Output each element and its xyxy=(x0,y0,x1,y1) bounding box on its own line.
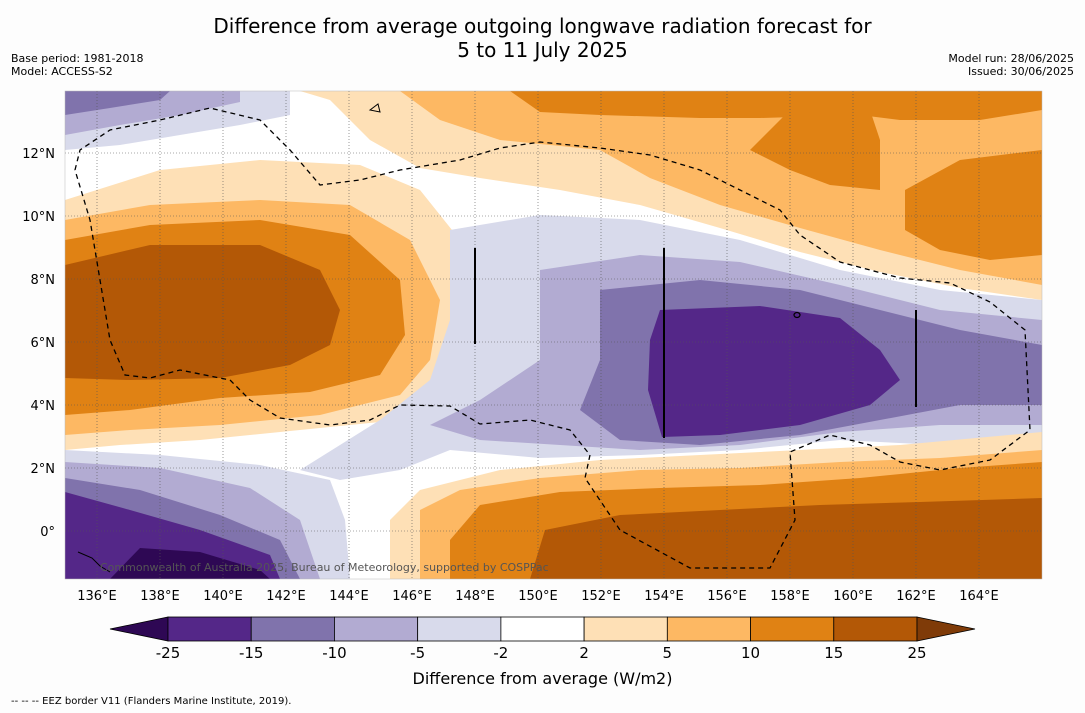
colorbar-min-extension xyxy=(109,616,169,642)
island-outline xyxy=(368,103,381,113)
latitude-label: 8°N xyxy=(31,273,56,288)
title-line-1: Difference from average outgoing longwav… xyxy=(213,14,872,38)
longitude-label: 136°E xyxy=(77,589,117,604)
latitude-label: 4°N xyxy=(31,399,56,414)
colorbar-tick-label: 2 xyxy=(579,644,589,662)
colorbar-tick-label: -5 xyxy=(410,644,425,662)
issued-text: Issued: 30/06/2025 xyxy=(967,65,1074,78)
colorbar-swatch xyxy=(167,616,252,642)
longitude-labels: 136°E 138°E 140°E 142°E 144°E 146°E 148°E 150°E… xyxy=(77,589,999,604)
negative-anomaly-center-very-strong xyxy=(648,306,900,437)
eez-border xyxy=(74,107,1031,569)
latitude-label: 12°N xyxy=(22,147,55,162)
colorbar-tick-label: 15 xyxy=(824,644,843,662)
negative-anomaly-northwest-strong xyxy=(65,91,170,115)
colorbar-tick-label: 25 xyxy=(907,644,926,662)
latitude-label: 10°N xyxy=(22,210,55,225)
latitude-label: 2°N xyxy=(31,462,56,477)
longitude-label: 148°E xyxy=(455,589,495,604)
longitude-label: 152°E xyxy=(581,589,621,604)
colorbar-swatch xyxy=(833,616,918,642)
colorbar-max-extension xyxy=(916,616,976,642)
colorbar-tick-label: 10 xyxy=(741,644,760,662)
title-line-2: 5 to 11 July 2025 xyxy=(457,38,628,62)
colorbar-tick-label: -25 xyxy=(156,644,181,662)
latitude-labels: 12°N 10°N 8°N 6°N 4°N 2°N 0° xyxy=(22,147,55,540)
colorbar-swatch xyxy=(500,616,585,642)
longitude-label: 144°E xyxy=(329,589,369,604)
negative-anomaly-southwest-extreme xyxy=(110,548,270,579)
island-outline xyxy=(77,551,111,573)
map-title: Difference from average outgoing longwav… xyxy=(0,14,1085,62)
positive-anomaly-west-very-strong xyxy=(65,245,340,380)
base-period-text: Base period: 1981-2018 xyxy=(11,52,144,65)
map-plot-area: Commonwealth of Australia 2025, Bureau o… xyxy=(65,91,1042,579)
colorbar-title: Difference from average (W/m2) xyxy=(412,669,673,688)
longitude-label: 164°E xyxy=(959,589,999,604)
map-frame xyxy=(64,90,1043,580)
longitude-label: 160°E xyxy=(833,589,873,604)
colorbar-swatch xyxy=(666,616,751,642)
colorbar-swatch xyxy=(750,616,835,642)
colorbar-swatch xyxy=(250,616,335,642)
base-info: Base period: 1981-2018 Model: ACCESS-S2 xyxy=(11,52,143,78)
negative-anomaly-southwest-very-strong xyxy=(65,492,280,579)
colorbar-tick-label: -15 xyxy=(239,644,264,662)
latitude-label: 0° xyxy=(40,525,55,540)
positive-anomaly-north-strong xyxy=(510,91,1042,120)
positive-anomaly-north-center-strong xyxy=(750,100,880,190)
positive-anomaly-northeast-strong xyxy=(905,150,1042,260)
longitude-label: 140°E xyxy=(203,589,243,604)
longitude-label: 138°E xyxy=(140,589,180,604)
longitude-label: 154°E xyxy=(644,589,684,604)
colorbar xyxy=(109,616,976,642)
colorbar-tick-label: -10 xyxy=(322,644,347,662)
colorbar-tick-labels: -25 -15 -10 -5 -2 2 5 10 15 25 xyxy=(156,644,927,662)
model-run-text: Model run: 28/06/2025 xyxy=(948,52,1074,65)
latitude-label: 6°N xyxy=(31,336,56,351)
longitude-label: 162°E xyxy=(896,589,936,604)
model-text: Model: ACCESS-S2 xyxy=(11,65,113,78)
longitude-label: 150°E xyxy=(518,589,558,604)
positive-anomaly-north-mid xyxy=(400,91,1042,285)
longitude-label: 158°E xyxy=(770,589,810,604)
colorbar-tick-label: -2 xyxy=(493,644,508,662)
eez-legend: -- -- -- EEZ border V11 (Flanders Marine… xyxy=(11,696,292,707)
colorbar-swatch xyxy=(334,616,419,642)
island-outline xyxy=(793,311,801,319)
colorbar-tick-label: 5 xyxy=(663,644,673,662)
copyright-text: Commonwealth of Australia 2025, Bureau o… xyxy=(100,561,549,574)
run-info: Model run: 28/06/2025 Issued: 30/06/2025 xyxy=(948,52,1074,78)
colorbar-swatch xyxy=(583,616,668,642)
longitude-label: 156°E xyxy=(707,589,747,604)
longitude-label: 142°E xyxy=(266,589,306,604)
colorbar-swatch xyxy=(417,616,502,642)
longitude-label: 146°E xyxy=(392,589,432,604)
